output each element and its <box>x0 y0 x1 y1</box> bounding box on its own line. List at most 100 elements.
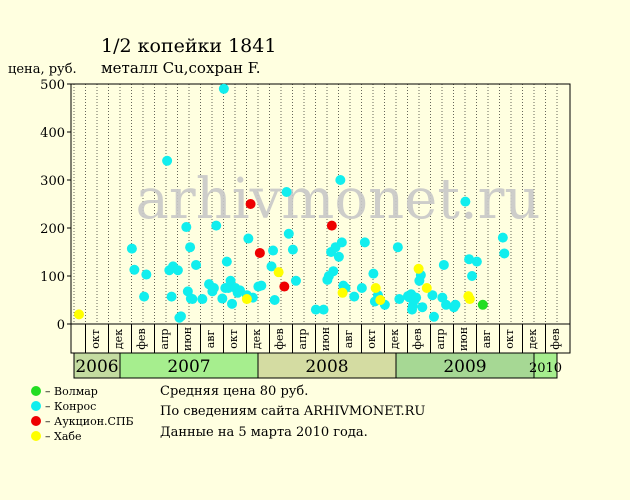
y-tick-label: 500 <box>40 78 65 93</box>
data-point <box>467 271 478 281</box>
date-note: Данные на 5 марта 2010 года. <box>160 425 368 440</box>
data-point <box>273 267 284 278</box>
legend-dash: – <box>45 415 54 428</box>
legend-dash: – <box>45 400 54 413</box>
data-point <box>279 281 290 292</box>
data-point <box>268 245 279 256</box>
data-point <box>283 228 294 239</box>
data-point <box>217 293 228 304</box>
data-point <box>256 280 267 291</box>
month-label: фев <box>273 328 286 349</box>
month-label: окт <box>365 329 378 349</box>
data-point <box>225 275 236 286</box>
month-label: авг <box>480 330 493 349</box>
month-label: окт <box>89 329 102 349</box>
data-point <box>392 242 403 253</box>
y-tick-label: 200 <box>40 222 65 237</box>
data-point <box>266 261 277 272</box>
data-point <box>464 294 475 305</box>
data-point <box>290 275 301 286</box>
data-point <box>421 283 432 293</box>
data-point <box>499 248 510 259</box>
month-label: окт <box>503 329 516 349</box>
data-point <box>428 311 439 322</box>
data-point <box>333 251 344 262</box>
legend-marker <box>31 401 41 411</box>
data-point <box>427 290 438 301</box>
data-point <box>497 232 508 243</box>
legend-marker <box>31 416 41 426</box>
data-point <box>141 269 152 280</box>
year-band <box>119 352 259 379</box>
month-label: апр <box>296 329 309 350</box>
y-axis: 0 100 200 300 400 500 <box>40 78 71 333</box>
data-point <box>417 302 428 313</box>
legend-label: – Аукцион.СПБ <box>45 415 134 428</box>
data-point <box>460 196 471 207</box>
data-point <box>227 298 238 309</box>
data-point <box>191 259 202 270</box>
month-label: авг <box>204 330 217 349</box>
source-note: По сведениям сайта ARHIVMONET.RU <box>160 404 425 419</box>
data-point <box>139 291 150 302</box>
month-label: июн <box>319 327 332 351</box>
data-point <box>438 259 449 270</box>
year-label: 2006 <box>75 357 118 377</box>
data-point <box>243 233 254 244</box>
legend-series-name: Конрос <box>54 400 96 413</box>
year-label: 2008 <box>305 357 348 377</box>
data-point <box>375 295 386 305</box>
year-band <box>257 352 397 379</box>
month-label: апр <box>434 329 447 350</box>
data-point <box>411 292 422 303</box>
data-point <box>326 220 337 231</box>
chart-title: 1/2 копейки 1841 <box>101 35 276 57</box>
data-point <box>356 283 367 293</box>
data-point <box>162 155 173 166</box>
data-point <box>336 237 347 248</box>
data-point <box>181 222 192 233</box>
year-label: 2007 <box>167 357 210 377</box>
data-point <box>281 187 292 197</box>
legend-label: – Волмар <box>45 385 98 398</box>
data-point <box>197 294 208 305</box>
data-point <box>287 244 298 255</box>
year-band <box>533 352 558 379</box>
data-point <box>73 309 84 320</box>
month-label: дек <box>388 329 401 349</box>
y-axis-label: цена, руб. <box>8 62 77 77</box>
data-point <box>187 294 198 305</box>
legend-label: – Хабе <box>45 430 82 443</box>
month-label: дек <box>250 329 263 349</box>
data-point <box>349 291 360 302</box>
month-label: апр <box>158 329 171 350</box>
data-point <box>450 299 461 310</box>
data-point <box>129 264 140 275</box>
data-point <box>166 291 177 302</box>
month-label: дек <box>526 329 539 349</box>
month-label: июн <box>457 327 470 351</box>
data-point <box>441 299 452 310</box>
month-label: июн <box>181 327 194 351</box>
legend-series-name: Аукцион.СПБ <box>54 415 134 428</box>
data-point <box>413 263 424 274</box>
data-point <box>172 265 183 276</box>
data-point <box>335 175 346 185</box>
y-tick-label: 400 <box>40 126 65 141</box>
data-point <box>477 299 488 310</box>
legend-series-name: Волмар <box>54 385 98 398</box>
year-band <box>395 352 535 379</box>
legend: – Волмар– Конрос– Аукцион.СПБ– Хабе <box>31 385 134 443</box>
data-point <box>269 295 280 305</box>
y-tick-label: 0 <box>57 318 65 333</box>
data-point <box>245 199 256 209</box>
year-label: 2010 <box>529 361 562 376</box>
legend-label: – Конрос <box>45 400 96 413</box>
data-point <box>175 311 186 322</box>
data-point <box>368 268 379 279</box>
data-point <box>254 247 265 258</box>
y-tick-label: 300 <box>40 174 65 189</box>
data-point <box>464 254 475 265</box>
